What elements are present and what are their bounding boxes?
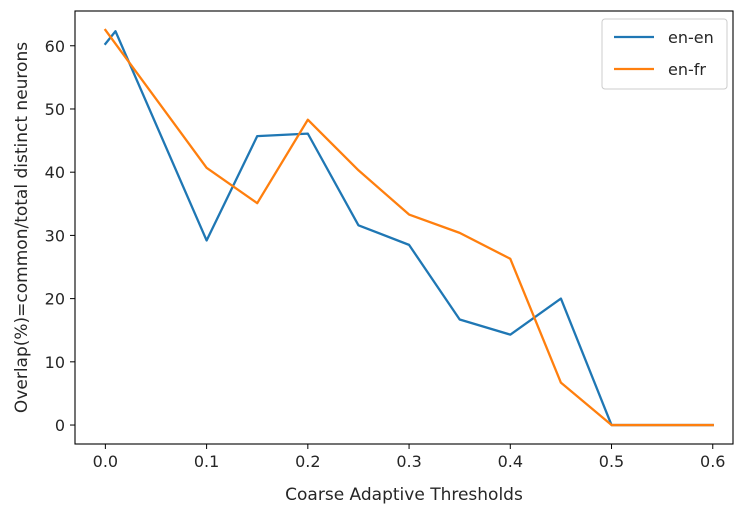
series-layer — [103, 28, 714, 427]
x-axis-title: Coarse Adaptive Thresholds — [285, 485, 523, 505]
y-tick-label: 40 — [45, 163, 65, 182]
y-axis-title: Overlap(%)=common/total distinct neurons — [12, 42, 32, 413]
plot-frame — [74, 10, 734, 445]
y-tick-label: 60 — [45, 37, 65, 56]
legend-label-en-en: en-en — [668, 28, 714, 47]
x-axis: 0.0 0.1 0.2 0.3 0.4 0.5 0.6 — [93, 444, 725, 471]
x-tick-label: 0.4 — [498, 452, 523, 471]
x-tick-label: 0.1 — [194, 452, 219, 471]
y-tick-label: 0 — [55, 416, 65, 435]
x-tick-label: 0.0 — [93, 452, 118, 471]
x-tick-label: 0.2 — [295, 452, 320, 471]
series-line-en-en — [103, 30, 714, 427]
x-tick-label: 0.6 — [700, 452, 725, 471]
y-tick-label: 20 — [45, 290, 65, 309]
y-tick-label: 50 — [45, 100, 65, 119]
legend: en-en en-fr — [601, 18, 728, 90]
legend-label-en-fr: en-fr — [668, 60, 706, 79]
y-axis: 0 10 20 30 40 50 60 — [45, 37, 75, 435]
y-tick-label: 30 — [45, 226, 65, 245]
x-tick-label: 0.3 — [396, 452, 421, 471]
x-tick-label: 0.5 — [599, 452, 624, 471]
y-tick-label: 10 — [45, 353, 65, 372]
series-line-en-fr — [103, 28, 714, 427]
